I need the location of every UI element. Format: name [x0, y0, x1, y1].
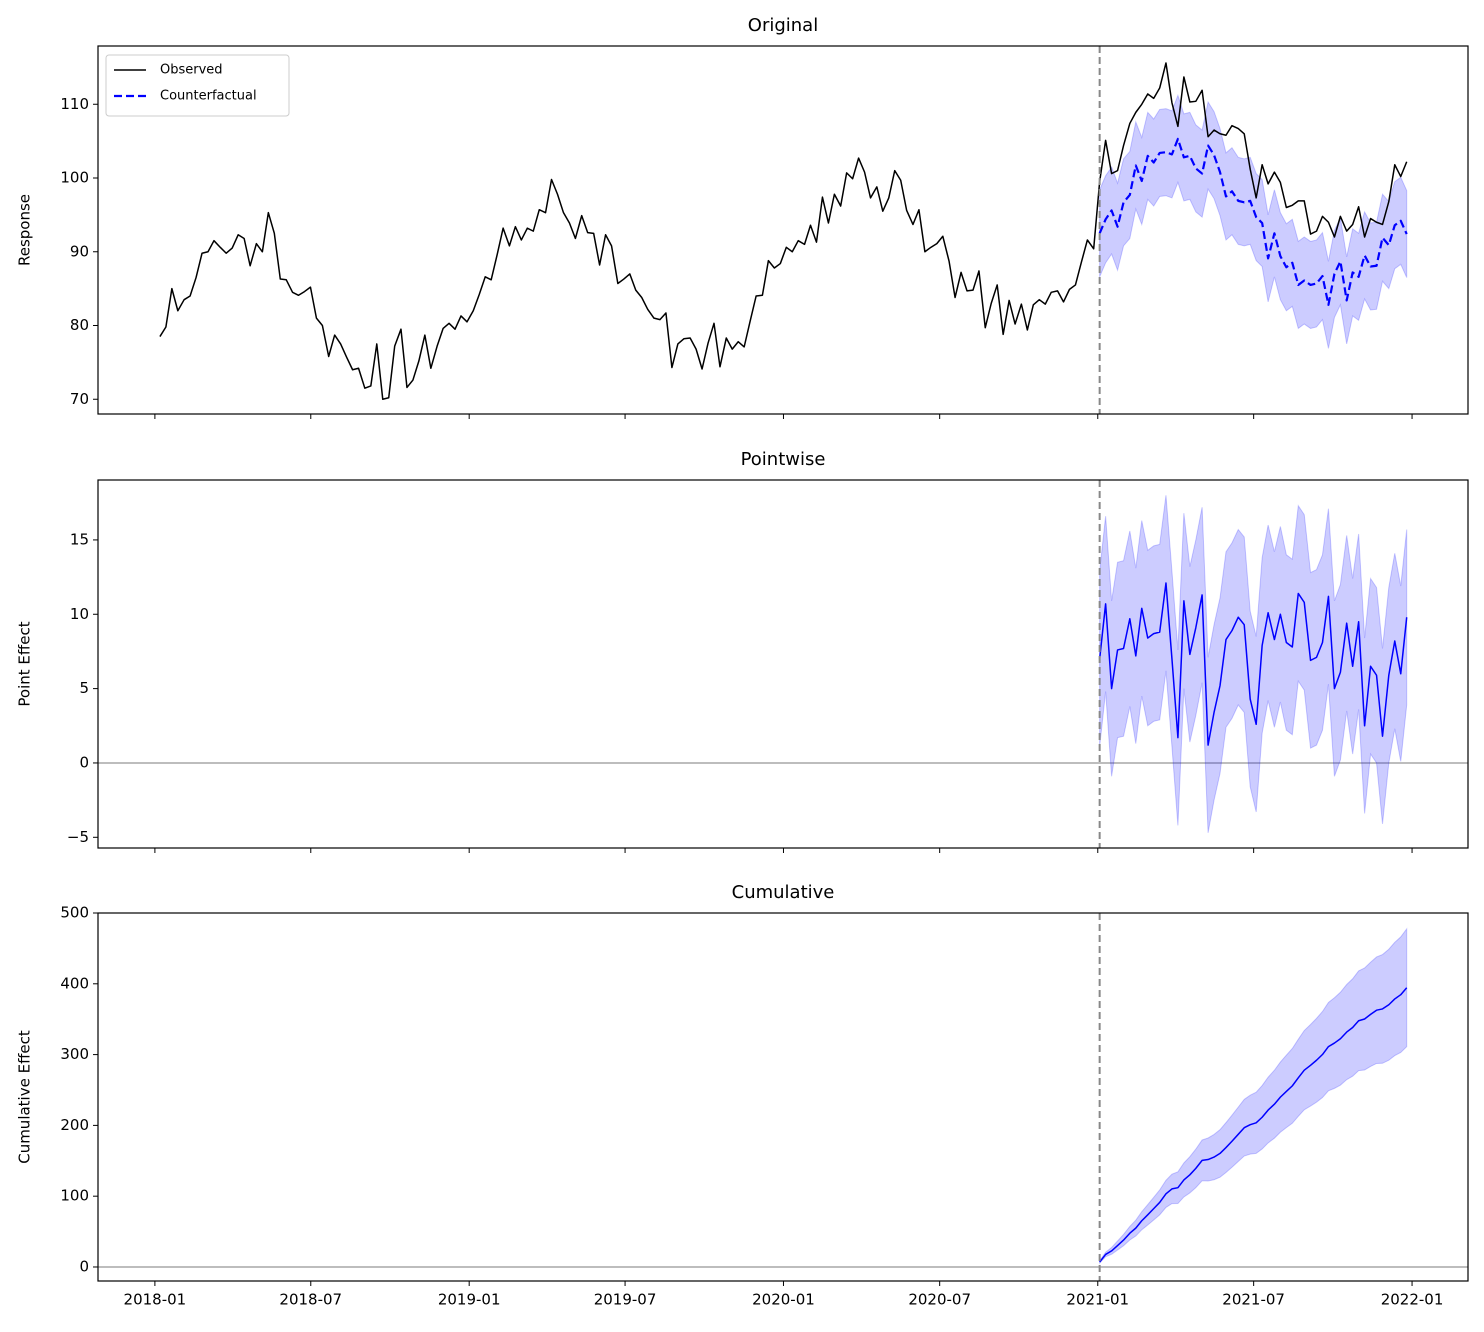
plot-area — [98, 480, 1468, 848]
series-line — [1099, 987, 1408, 1263]
chart-title: Cumulative — [732, 882, 835, 903]
y-axis-label: Cumulative Effect — [16, 1030, 34, 1164]
y-tick-label: 100 — [60, 1187, 89, 1205]
y-tick-label: 200 — [60, 1116, 89, 1134]
y-tick-label: 15 — [70, 530, 89, 548]
confidence-band — [1099, 927, 1408, 1265]
y-tick-label: 70 — [70, 390, 89, 408]
legend-label: Counterfactual — [160, 89, 257, 104]
x-tick-label: 2021-07 — [1222, 1291, 1285, 1309]
y-tick-label: 0 — [79, 1257, 89, 1275]
panel: Pointwise Point Effect −5 0 5 10 15 — [16, 449, 1469, 853]
axes-frame — [97, 912, 1469, 1282]
y-tick-label: 10 — [70, 605, 89, 623]
y-tick-label: −5 — [67, 828, 89, 846]
axes-frame — [97, 479, 1469, 849]
legend-label: Observed — [160, 63, 223, 78]
y-tick-label: 500 — [60, 904, 89, 922]
legend-box — [105, 54, 290, 117]
x-tick-label: 2020-01 — [752, 1291, 815, 1309]
y-tick-label: 400 — [60, 974, 89, 992]
chart-title: Pointwise — [741, 449, 826, 470]
x-tick-label: 2019-01 — [438, 1291, 501, 1309]
x-tick-label: 2020-07 — [908, 1291, 971, 1309]
confidence-band — [1099, 495, 1408, 833]
y-axis-label: Point Effect — [16, 621, 34, 706]
plot-area — [159, 46, 1408, 414]
x-tick-label: 2019-07 — [594, 1291, 657, 1309]
series-line — [1098, 582, 1408, 746]
y-tick-label: 80 — [70, 316, 89, 334]
confidence-band — [1099, 93, 1408, 349]
axes-frame — [97, 45, 1469, 415]
x-tick-label: 2022-01 — [1381, 1291, 1444, 1309]
x-tick-label: 2018-01 — [124, 1291, 187, 1309]
y-tick-label: 90 — [70, 242, 89, 260]
y-tick-label: 0 — [79, 753, 89, 771]
panel: Cumulative Cumulative Effect 0 100 200 300 400… — [16, 882, 1469, 1309]
y-axis-label: Response — [16, 194, 34, 266]
y-tick-label: 110 — [60, 95, 89, 113]
chart-title: Original — [748, 15, 818, 36]
x-tick-label: 2021-01 — [1066, 1291, 1129, 1309]
plot-area — [98, 913, 1468, 1281]
panel: Original Response 70 80 90 100 110 Observed Coun… — [16, 15, 1469, 419]
x-tick-label: 2018-07 — [279, 1291, 342, 1309]
series-line — [159, 62, 1408, 400]
legend: Observed Counterfactual — [105, 54, 290, 117]
y-tick-label: 5 — [79, 679, 89, 697]
y-tick-label: 300 — [60, 1045, 89, 1063]
y-tick-label: 100 — [60, 169, 89, 187]
